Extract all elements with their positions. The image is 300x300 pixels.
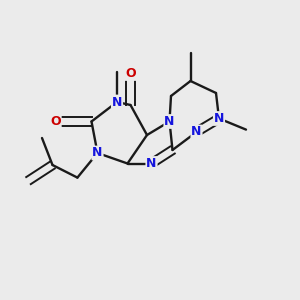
Text: N: N: [214, 112, 224, 125]
Text: N: N: [191, 125, 202, 139]
Text: O: O: [50, 115, 61, 128]
Text: N: N: [164, 115, 175, 128]
Text: N: N: [112, 95, 122, 109]
Text: O: O: [125, 67, 136, 80]
Text: N: N: [146, 157, 157, 170]
Text: N: N: [92, 146, 103, 160]
